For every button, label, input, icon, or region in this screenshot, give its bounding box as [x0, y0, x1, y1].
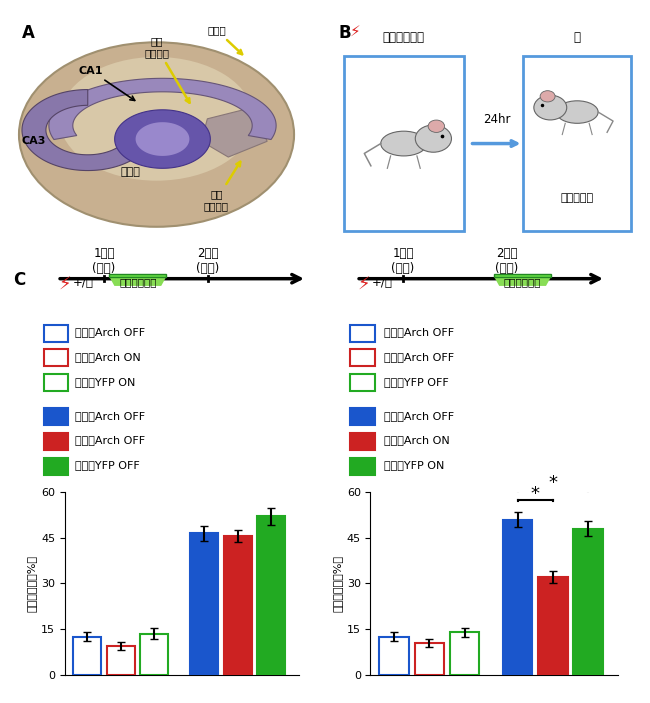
- Text: 学習－Arch OFF: 学習－Arch OFF: [384, 352, 454, 362]
- Text: 2日目
(想起): 2日目 (想起): [196, 247, 220, 275]
- Text: *: *: [530, 485, 540, 503]
- Y-axis label: すくみ反応（%）: すくみ反応（%）: [27, 555, 37, 612]
- Text: 想起－Arch OFF: 想起－Arch OFF: [75, 411, 146, 421]
- Bar: [450, 632, 479, 675]
- Text: 箱: 箱: [574, 32, 580, 44]
- Text: 想起－YFP OFF: 想起－YFP OFF: [75, 460, 140, 470]
- Text: 神経活動抑制: 神経活動抑制: [504, 277, 541, 287]
- Text: +/－: +/－: [73, 276, 94, 290]
- Circle shape: [540, 91, 555, 102]
- Text: 乳頭体: 乳頭体: [207, 25, 242, 54]
- Bar: [350, 325, 375, 342]
- Bar: [107, 646, 135, 675]
- Ellipse shape: [381, 131, 427, 156]
- Circle shape: [428, 120, 445, 132]
- Bar: [109, 274, 166, 276]
- Text: B: B: [338, 25, 350, 42]
- Circle shape: [415, 125, 452, 153]
- Text: 想起－Arch OFF: 想起－Arch OFF: [384, 411, 454, 421]
- Text: 学習－Arch OFF: 学習－Arch OFF: [384, 327, 454, 337]
- Polygon shape: [202, 108, 267, 157]
- Text: 学習－YFP ON: 学習－YFP ON: [75, 377, 136, 387]
- Text: 1日目
(学習): 1日目 (学習): [92, 247, 116, 275]
- Text: 学習－YFP OFF: 学習－YFP OFF: [384, 377, 448, 387]
- Text: すくみ反応: すくみ反応: [561, 193, 593, 202]
- Text: ⚡: ⚡: [350, 24, 361, 39]
- Text: 歯状回: 歯状回: [121, 167, 140, 177]
- Text: ⚡: ⚡: [58, 276, 72, 294]
- Text: 神経活動抑制: 神経活動抑制: [119, 277, 157, 287]
- Bar: [415, 643, 444, 675]
- Text: 想起－YFP ON: 想起－YFP ON: [384, 460, 444, 470]
- Text: *: *: [549, 474, 557, 492]
- Text: 内側
嗅内皮質: 内側 嗅内皮質: [204, 162, 240, 211]
- Ellipse shape: [556, 101, 598, 123]
- Bar: [44, 325, 68, 342]
- Bar: [380, 637, 409, 675]
- Text: A: A: [22, 25, 35, 42]
- Bar: [44, 349, 68, 366]
- Ellipse shape: [19, 42, 294, 227]
- Bar: [350, 458, 375, 475]
- Polygon shape: [22, 89, 150, 171]
- Text: ⚡: ⚡: [358, 276, 370, 294]
- Bar: [350, 374, 375, 391]
- Polygon shape: [114, 110, 211, 168]
- Text: CA1: CA1: [79, 66, 135, 101]
- Polygon shape: [494, 276, 551, 286]
- Text: 想起－Arch OFF: 想起－Arch OFF: [75, 435, 146, 446]
- Text: 学習－Arch OFF: 学習－Arch OFF: [75, 327, 146, 337]
- Polygon shape: [49, 78, 276, 139]
- Bar: [44, 458, 68, 475]
- Polygon shape: [136, 122, 189, 156]
- Text: C: C: [13, 271, 25, 289]
- FancyBboxPatch shape: [523, 56, 631, 231]
- Bar: [350, 349, 375, 366]
- Bar: [350, 408, 375, 425]
- Bar: [44, 408, 68, 425]
- Text: +/－: +/－: [372, 276, 393, 290]
- Bar: [257, 517, 285, 675]
- Bar: [503, 520, 532, 675]
- FancyBboxPatch shape: [344, 56, 463, 231]
- Bar: [494, 274, 551, 276]
- Bar: [224, 536, 252, 675]
- Bar: [573, 529, 603, 675]
- Bar: [350, 433, 375, 450]
- Bar: [44, 433, 68, 450]
- Text: CA3: CA3: [22, 136, 46, 146]
- Bar: [538, 577, 567, 675]
- Text: 箱＋ショック: 箱＋ショック: [383, 32, 425, 44]
- Polygon shape: [109, 276, 166, 286]
- Bar: [73, 637, 101, 675]
- Ellipse shape: [59, 57, 254, 181]
- Text: 学習－Arch ON: 学習－Arch ON: [75, 352, 141, 362]
- Bar: [140, 634, 168, 675]
- Y-axis label: すくみ反応（%）: すくみ反応（%）: [333, 555, 343, 612]
- Bar: [190, 533, 218, 675]
- Text: 1日目
(学習): 1日目 (学習): [391, 247, 415, 275]
- Text: 2日目
(想起): 2日目 (想起): [495, 247, 519, 275]
- Bar: [44, 374, 68, 391]
- Text: 想起－Arch ON: 想起－Arch ON: [384, 435, 449, 446]
- Text: 背側
海馬支脚: 背側 海馬支脚: [144, 37, 190, 103]
- Circle shape: [534, 95, 567, 120]
- Text: 24hr: 24hr: [483, 112, 510, 126]
